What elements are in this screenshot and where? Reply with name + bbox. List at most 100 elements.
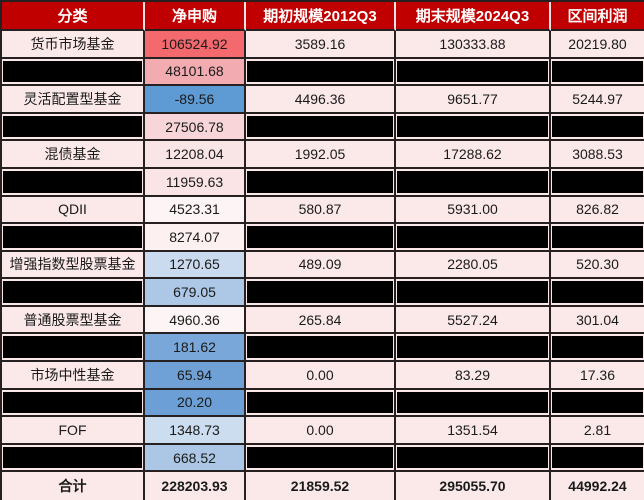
cell-initial-scale <box>246 279 396 307</box>
cell-category: 货币市场基金 <box>2 31 145 59</box>
cell-initial-scale: 580.87 <box>246 196 396 225</box>
cell-initial-scale: 3589.16 <box>246 31 396 59</box>
redaction-bar <box>552 60 643 83</box>
cell-final-scale <box>396 168 551 197</box>
cell-category <box>2 444 145 473</box>
cell-category: FOF <box>2 417 145 445</box>
cell-initial-scale <box>246 224 396 252</box>
redaction-bar <box>552 281 643 303</box>
cell-category <box>2 279 145 307</box>
cell-category: 普通股票型基金 <box>2 306 145 335</box>
cell-initial-scale <box>246 113 396 142</box>
redaction-bar <box>3 170 142 193</box>
cell-category <box>2 58 145 87</box>
cell-interval-profit <box>551 279 644 307</box>
redaction-bar <box>3 115 142 138</box>
cell-net-subscription: 12208.04 <box>145 141 246 169</box>
redaction-bar <box>552 446 643 469</box>
cell-category <box>2 168 145 197</box>
cell-interval-profit: 44992.24 <box>551 472 644 500</box>
redaction-bar <box>3 60 142 83</box>
header-cell-final-scale: 期末规模2024Q3 <box>396 2 551 31</box>
cell-interval-profit <box>551 444 644 473</box>
cell-net-subscription: 679.05 <box>145 279 246 307</box>
cell-initial-scale: 21859.52 <box>246 472 396 500</box>
redaction-bar <box>247 446 393 469</box>
cell-net-subscription: 228203.93 <box>145 472 246 500</box>
redaction-bar <box>397 446 548 469</box>
redaction-bar <box>247 336 393 359</box>
cell-net-subscription: 27506.78 <box>145 113 246 142</box>
cell-net-subscription: 48101.68 <box>145 58 246 87</box>
cell-category <box>2 113 145 142</box>
cell-interval-profit <box>551 334 644 363</box>
cell-net-subscription: -89.56 <box>145 86 246 114</box>
cell-net-subscription: 1348.73 <box>145 417 246 445</box>
redaction-bar <box>552 226 643 248</box>
cell-interval-profit: 301.04 <box>551 306 644 335</box>
cell-interval-profit: 17.36 <box>551 362 644 390</box>
cell-initial-scale: 265.84 <box>246 306 396 335</box>
cell-net-subscription: 106524.92 <box>145 31 246 59</box>
cell-category: 灵活配置型基金 <box>2 86 145 114</box>
cell-net-subscription: 668.52 <box>145 444 246 473</box>
cell-final-scale: 130333.88 <box>396 31 551 59</box>
cell-final-scale <box>396 444 551 473</box>
redaction-bar <box>247 60 393 83</box>
redaction-bar <box>3 226 142 248</box>
redaction-bar <box>247 391 393 414</box>
cell-initial-scale: 489.09 <box>246 251 396 280</box>
cell-initial-scale <box>246 389 396 418</box>
cell-final-scale: 17288.62 <box>396 141 551 169</box>
cell-initial-scale: 0.00 <box>246 362 396 390</box>
cell-final-scale: 5527.24 <box>396 306 551 335</box>
cell-category <box>2 334 145 363</box>
cell-interval-profit <box>551 113 644 142</box>
cell-initial-scale: 0.00 <box>246 417 396 445</box>
cell-interval-profit <box>551 224 644 252</box>
cell-net-subscription: 65.94 <box>145 362 246 390</box>
cell-interval-profit: 20219.80 <box>551 31 644 59</box>
cell-final-scale: 5931.00 <box>396 196 551 225</box>
header-cell-net-subscription: 净申购 <box>145 2 246 31</box>
cell-net-subscription: 1270.65 <box>145 251 246 280</box>
redaction-bar <box>397 60 548 83</box>
redaction-bar <box>552 115 643 138</box>
cell-category: 增强指数型股票基金 <box>2 251 145 280</box>
cell-interval-profit: 5244.97 <box>551 86 644 114</box>
redaction-bar <box>552 170 643 193</box>
header-cell-initial-scale: 期初规模2012Q3 <box>246 2 396 31</box>
cell-net-subscription: 4523.31 <box>145 196 246 225</box>
cell-initial-scale <box>246 58 396 87</box>
cell-interval-profit <box>551 168 644 197</box>
redaction-bar <box>397 170 548 193</box>
cell-category: 混债基金 <box>2 141 145 169</box>
redaction-bar <box>247 226 393 248</box>
redaction-bar <box>247 115 393 138</box>
cell-final-scale <box>396 113 551 142</box>
cell-interval-profit <box>551 389 644 418</box>
cell-interval-profit <box>551 58 644 87</box>
cell-initial-scale: 1992.05 <box>246 141 396 169</box>
redaction-bar <box>397 115 548 138</box>
cell-final-scale <box>396 279 551 307</box>
cell-interval-profit: 826.82 <box>551 196 644 225</box>
cell-initial-scale <box>246 168 396 197</box>
cell-final-scale <box>396 58 551 87</box>
cell-category: 合计 <box>2 472 145 500</box>
redaction-bar <box>247 170 393 193</box>
cell-net-subscription: 8274.07 <box>145 224 246 252</box>
redaction-bar <box>397 226 548 248</box>
cell-initial-scale: 4496.36 <box>246 86 396 114</box>
cell-net-subscription: 11959.63 <box>145 168 246 197</box>
cell-initial-scale <box>246 444 396 473</box>
redaction-bar <box>397 281 548 303</box>
cell-category: QDII <box>2 196 145 225</box>
cell-final-scale: 9651.77 <box>396 86 551 114</box>
header-cell-interval-profit: 区间利润 <box>551 2 644 31</box>
cell-net-subscription: 4960.36 <box>145 306 246 335</box>
redaction-bar <box>552 391 643 414</box>
redaction-bar <box>3 336 142 359</box>
cell-final-scale <box>396 389 551 418</box>
